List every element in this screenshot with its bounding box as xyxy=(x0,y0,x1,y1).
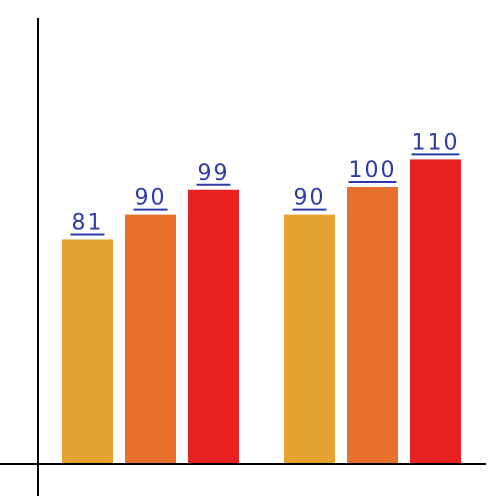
data-label-group1-series3: 99 xyxy=(198,161,230,186)
bar-group2-series1 xyxy=(284,214,335,463)
bar-group2-series3 xyxy=(410,159,461,463)
data-label-group2-series2: 100 xyxy=(349,158,397,183)
bars-layer xyxy=(62,159,461,463)
data-label-group1-series2: 90 xyxy=(135,186,167,211)
bar-group1-series2 xyxy=(125,214,176,463)
bar-group1-series1 xyxy=(62,239,113,463)
bar-group2-series2 xyxy=(347,187,398,463)
bar-group1-series3 xyxy=(188,189,239,463)
data-label-group2-series1: 90 xyxy=(294,186,326,211)
data-label-group2-series3: 110 xyxy=(412,130,460,155)
data-label-group1-series1: 81 xyxy=(72,210,104,235)
data-labels-layer: 81 90 99 90 100 110 xyxy=(70,130,460,236)
